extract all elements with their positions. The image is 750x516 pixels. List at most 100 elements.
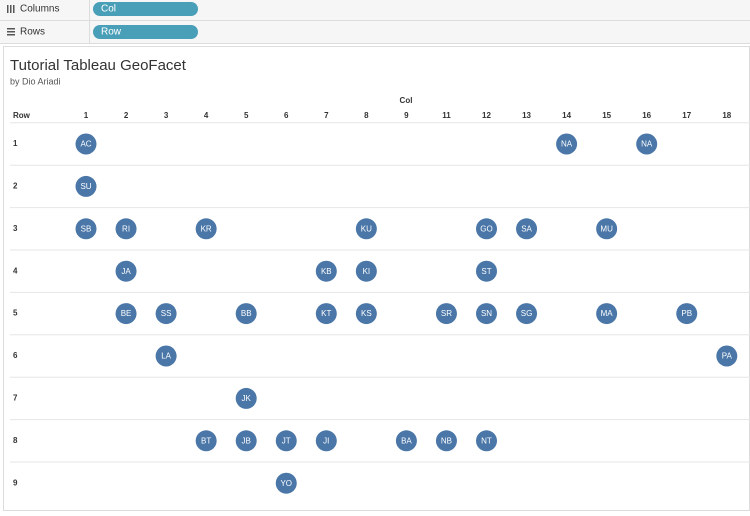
shelf-pill[interactable] xyxy=(93,25,198,39)
chart-title: Tutorial Tableau GeoFacet xyxy=(10,57,187,74)
point xyxy=(395,430,417,452)
x-tick-label: 2 xyxy=(124,111,129,120)
point-label: SA xyxy=(521,224,532,233)
x-tick-label: 9 xyxy=(404,111,409,120)
point-label: RI xyxy=(122,224,130,233)
point-label: SB xyxy=(81,224,92,233)
x-tick-label: 16 xyxy=(642,111,651,120)
chart-subtitle: by Dio Ariadi xyxy=(10,76,61,86)
y-tick-label: 7 xyxy=(13,394,18,403)
point-label: MU xyxy=(600,224,613,233)
point-label: SN xyxy=(481,309,492,318)
point xyxy=(315,260,337,282)
point xyxy=(75,175,97,197)
x-tick-label: 13 xyxy=(522,111,531,120)
y-tick-label: 6 xyxy=(13,351,18,360)
shelf-label: Columns xyxy=(20,4,59,15)
y-tick-label: 3 xyxy=(13,224,18,233)
point xyxy=(476,430,497,452)
y-tick-label: 4 xyxy=(13,266,18,275)
point xyxy=(435,430,457,452)
point-label: LA xyxy=(161,352,171,361)
point-label: BA xyxy=(401,436,412,445)
point-label: KU xyxy=(361,224,372,233)
point-label: JK xyxy=(242,394,252,403)
point-label: SU xyxy=(80,182,91,191)
point xyxy=(315,303,337,325)
point-label: KS xyxy=(361,309,372,318)
point-label: KI xyxy=(363,267,371,276)
rows-icon xyxy=(7,28,15,36)
point xyxy=(716,345,738,367)
pill-label[interactable]: Row xyxy=(101,27,122,38)
point-label: BE xyxy=(121,309,132,318)
x-tick-label: 8 xyxy=(364,111,369,120)
point-label: NA xyxy=(641,140,653,149)
point xyxy=(195,430,217,452)
point-label: KB xyxy=(321,267,332,276)
y-tick-label: 9 xyxy=(13,478,18,487)
x-tick-label: 12 xyxy=(482,111,491,120)
point-label: BB xyxy=(241,309,252,318)
point-label: JB xyxy=(242,436,251,445)
point xyxy=(155,303,177,325)
point-label: KR xyxy=(201,224,212,233)
x-tick-label: 17 xyxy=(682,111,691,120)
point xyxy=(596,303,618,325)
x-tick-label: 7 xyxy=(324,111,329,120)
point-label: SG xyxy=(521,309,533,318)
shelf-pill[interactable] xyxy=(93,2,198,16)
point xyxy=(75,133,97,155)
point xyxy=(476,303,497,325)
x-tick-label: 1 xyxy=(84,111,89,120)
pill-label[interactable]: Col xyxy=(101,4,116,15)
point xyxy=(155,345,177,367)
point xyxy=(235,387,257,409)
point xyxy=(195,218,217,240)
point xyxy=(315,430,337,452)
point-label: KT xyxy=(321,309,331,318)
y-tick-label: 1 xyxy=(13,139,18,148)
point xyxy=(115,303,137,325)
point-label: YO xyxy=(280,479,292,488)
point xyxy=(235,430,257,452)
point-label: ST xyxy=(481,267,491,276)
point-label: JI xyxy=(323,436,329,445)
x-tick-label: 14 xyxy=(562,111,571,120)
y-axis-title: Row xyxy=(13,111,31,120)
point xyxy=(115,218,137,240)
point-label: NT xyxy=(481,436,492,445)
point xyxy=(275,472,297,494)
point-label: SR xyxy=(441,309,452,318)
point-label: PA xyxy=(722,352,733,361)
shelf-label: Rows xyxy=(20,27,45,38)
point xyxy=(235,303,257,325)
point-label: GO xyxy=(480,224,492,233)
point xyxy=(75,218,97,240)
x-axis-title: Col xyxy=(400,96,413,105)
point-label: JA xyxy=(121,267,131,276)
point xyxy=(476,218,497,240)
point-label: AC xyxy=(80,140,91,149)
point-label: NA xyxy=(561,140,573,149)
x-tick-label: 6 xyxy=(284,111,289,120)
point xyxy=(516,218,538,240)
point xyxy=(355,218,377,240)
point xyxy=(636,133,658,155)
point xyxy=(516,303,538,325)
point-label: NB xyxy=(441,436,452,445)
point xyxy=(275,430,297,452)
view-border xyxy=(3,46,750,511)
point xyxy=(476,260,497,282)
point xyxy=(115,260,137,282)
point-label: SS xyxy=(161,309,172,318)
point xyxy=(556,133,578,155)
y-tick-label: 8 xyxy=(13,436,18,445)
x-tick-label: 11 xyxy=(442,111,451,120)
y-tick-label: 2 xyxy=(13,182,18,191)
x-tick-label: 5 xyxy=(244,111,249,120)
point xyxy=(435,303,457,325)
point-label: MA xyxy=(601,309,614,318)
point-label: BT xyxy=(201,436,211,445)
